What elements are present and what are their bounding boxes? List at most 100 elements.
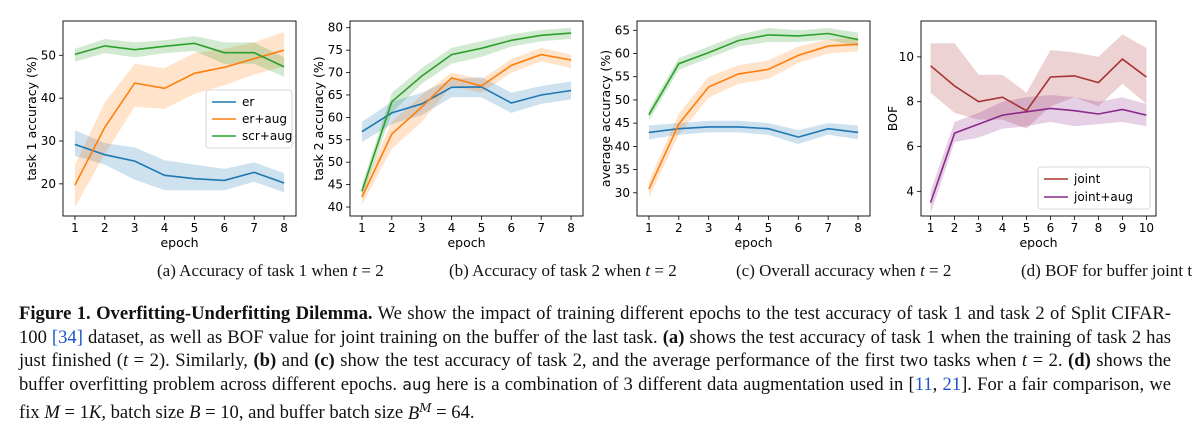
plot-frame (62, 20, 297, 217)
x-axis-label: epoch (447, 235, 485, 250)
y-tick-label: 65 (615, 23, 630, 37)
caption-ref-d: (d) (1068, 350, 1091, 372)
y-tick-label: 20 (41, 177, 56, 191)
y-tick-label: 65 (328, 88, 343, 102)
legend-label: scr+aug (242, 129, 292, 143)
series-band-2 (74, 36, 285, 77)
caption-math: BM (407, 400, 432, 424)
series-line-0 (930, 58, 1147, 112)
y-tick-label: 60 (615, 47, 630, 61)
x-tick-label: 8 (567, 221, 575, 235)
caption-text: dataset, as well as BOF value for joint … (87, 326, 658, 348)
y-axis-label: BOF (885, 106, 900, 131)
caption-math: t (122, 350, 129, 372)
x-tick-label: 1 (71, 221, 79, 235)
x-tick-label: 3 (975, 221, 983, 235)
series-line-0 (74, 143, 285, 184)
caption-math: M (44, 402, 60, 424)
x-tick-label: 8 (280, 221, 288, 235)
series-line-0 (648, 126, 859, 138)
caption-ref-b: (b) (253, 350, 277, 372)
series-band-1 (930, 95, 1147, 214)
x-tick-label: 1 (927, 221, 935, 235)
x-tick-label: 7 (250, 221, 258, 235)
y-tick-label: 40 (41, 91, 56, 105)
series-band-1 (74, 31, 285, 208)
y-axis-label: task 2 accuracy (%) (311, 56, 326, 180)
y-tick-label: 45 (615, 116, 630, 130)
x-tick-label: 4 (735, 221, 743, 235)
legend-label: joint+aug (1073, 190, 1133, 204)
y-axis-label: average accuracy (%) (598, 50, 613, 187)
x-tick-label: 8 (1095, 221, 1103, 235)
x-tick-label: 5 (1023, 221, 1031, 235)
y-tick-label: 50 (41, 48, 56, 62)
citation-link[interactable]: [34] (51, 326, 83, 348)
series-band-1 (648, 37, 859, 198)
y-tick-label: 45 (328, 178, 343, 192)
y-tick-label: 50 (615, 93, 630, 107)
caption-text: here is a combination of 3 different dat… (436, 373, 915, 395)
citation-link[interactable]: 11 (914, 373, 933, 395)
legend (1037, 166, 1151, 210)
y-tick-label: 4 (906, 184, 914, 198)
x-tick-label: 6 (794, 221, 802, 235)
y-tick-label: 80 (328, 21, 343, 35)
caption-text: , (932, 373, 943, 395)
y-tick-label: 10 (899, 50, 914, 64)
series-line-1 (361, 53, 572, 198)
caption-code: aug (402, 374, 432, 394)
caption-ref-a: (a) (662, 326, 685, 348)
caption-text: shows the test accuracy of task 1 when t… (19, 326, 1171, 372)
caption-text: = 2). Similarly, (128, 350, 248, 372)
legend-label: er+aug (242, 112, 287, 126)
caption-text: We show the impact of training different… (19, 303, 1172, 348)
y-tick-label: 6 (906, 140, 914, 154)
x-tick-label: 3 (131, 221, 139, 235)
y-tick-label: 60 (328, 110, 343, 124)
x-tick-label: 5 (191, 221, 199, 235)
caption-math: B (189, 402, 201, 424)
series-line-2 (648, 32, 859, 116)
y-tick-label: 55 (328, 133, 343, 147)
x-tick-label: 4 (999, 221, 1007, 235)
caption-text: show the test accuracy of task 2, and th… (340, 350, 1017, 372)
x-tick-label: 2 (951, 221, 959, 235)
x-axis-label: epoch (1019, 235, 1057, 250)
caption-title: Overfitting-Underfitting Dilemma. (96, 303, 373, 324)
x-tick-label: 3 (705, 221, 713, 235)
x-tick-label: 2 (388, 221, 396, 235)
y-axis-label: task 1 accuracy (%) (24, 56, 39, 180)
caption-text: , batch size (101, 402, 185, 424)
x-tick-label: 6 (220, 221, 228, 235)
series-line-1 (648, 43, 859, 190)
series-line-1 (74, 49, 285, 186)
legend (205, 89, 293, 149)
subcaption-b: (b) Accuracy of task 2 when t = 2 (449, 261, 677, 280)
x-tick-label: 2 (101, 221, 109, 235)
citation-link[interactable]: 21 (942, 373, 962, 395)
x-tick-label: 3 (418, 221, 426, 235)
caption-math-sup: M (419, 400, 432, 415)
x-tick-label: 1 (645, 221, 653, 235)
caption-text: and (281, 350, 309, 372)
series-band-0 (74, 130, 285, 193)
x-tick-label: 8 (854, 221, 862, 235)
y-tick-label: 30 (41, 134, 56, 148)
plot-frame (349, 20, 584, 217)
y-tick-label: 8 (906, 95, 914, 109)
caption-label: Figure 1. (19, 303, 91, 324)
caption-text: = 2. (1027, 350, 1063, 372)
x-tick-label: 4 (448, 221, 456, 235)
subcaption-a: (a) Accuracy of task 1 when t = 2 (157, 261, 384, 280)
x-tick-label: 7 (1071, 221, 1079, 235)
series-line-0 (361, 86, 572, 133)
subcaption-c: (c) Overall accuracy when t = 2 (736, 261, 951, 280)
x-tick-label: 6 (507, 221, 515, 235)
y-tick-label: 75 (328, 43, 343, 57)
caption-ref-c: (c) (314, 350, 335, 372)
